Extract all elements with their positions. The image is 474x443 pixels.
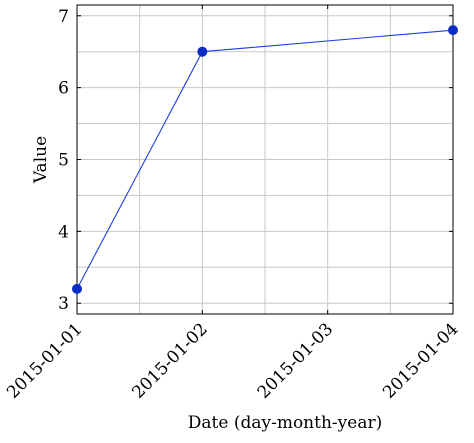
x-axis-ticks: 2015-01-01 2015-01-02 2015-01-03 2015-01-04 [3,5,463,403]
data-point [197,46,208,57]
grid-lines [76,5,454,314]
x-tick-label: 2015-01-01 [3,319,86,402]
x-tick-label: 2015-01-03 [254,319,337,402]
y-axis-ticks: 3 4 5 6 7 [58,7,453,314]
y-tick-label: 5 [58,151,69,171]
x-tick-label: 2015-01-04 [379,319,462,402]
y-axis-label: Value [31,136,51,184]
data-point [72,283,82,294]
y-tick-label: 7 [58,7,69,27]
data-point [448,25,458,36]
y-tick-label: 3 [58,294,69,314]
y-tick-label: 6 [58,79,69,99]
y-tick-label: 4 [58,222,69,242]
series-layer [72,25,458,294]
x-tick-label: 2015-01-02 [128,319,211,402]
x-axis-label: Date (day-month-year) [188,413,382,433]
